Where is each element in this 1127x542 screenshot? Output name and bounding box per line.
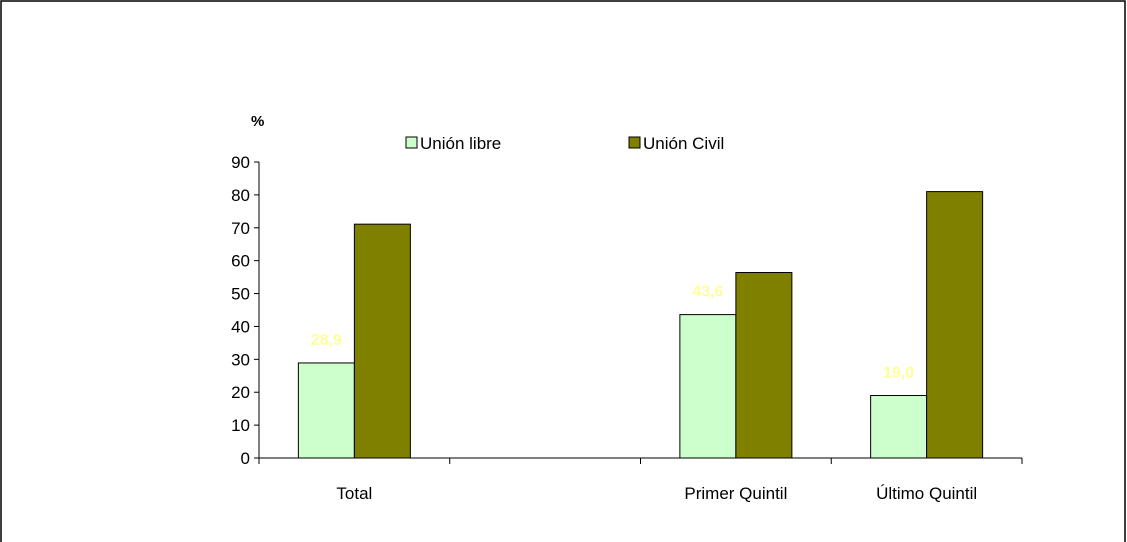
legend-label: Unión libre (420, 134, 501, 153)
bar-union-civil (735, 272, 793, 459)
y-tick-label: 10 (231, 416, 250, 435)
y-tick-label: 60 (231, 252, 250, 271)
y-tick-label: 0 (241, 449, 250, 468)
y-tick-label: 20 (231, 383, 250, 402)
legend-swatch (405, 136, 418, 149)
legend: Unión libre Unión Civil (405, 134, 724, 153)
data-label: 43,6 (692, 284, 723, 301)
data-labels: 28,9 43,6 19,0 (311, 284, 914, 382)
x-tick-label: Primer Quintil (684, 484, 787, 503)
data-label: 19,0 (883, 365, 914, 382)
y-tick-label: 40 (231, 317, 250, 336)
data-label: 28,9 (311, 332, 342, 349)
bar-union-libre (679, 314, 737, 459)
bar-union-libre (870, 395, 928, 459)
y-axis: 0 10 20 30 40 50 60 70 80 90 (231, 153, 260, 468)
bar-union-libre (297, 362, 355, 459)
y-tick-label: 80 (231, 186, 250, 205)
x-tick-label: Total (336, 484, 372, 503)
legend-swatch (628, 136, 641, 149)
bar-union-civil (353, 223, 411, 459)
bar-union-civil (926, 191, 984, 459)
bars (297, 191, 984, 459)
y-tick-label: 50 (231, 285, 250, 304)
y-tick-label: 90 (231, 153, 250, 172)
y-axis-label: % (251, 113, 264, 130)
y-tick-label: 70 (231, 219, 250, 238)
x-tick-label: Último Quintil (876, 484, 977, 503)
legend-label: Unión Civil (643, 134, 724, 153)
y-tick-label: 30 (231, 350, 250, 369)
